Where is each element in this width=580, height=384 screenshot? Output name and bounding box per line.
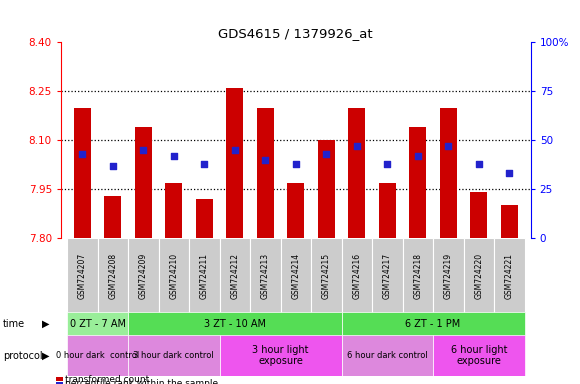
Bar <box>433 335 524 376</box>
Bar <box>463 238 494 313</box>
Bar <box>165 183 182 238</box>
Text: ▶: ▶ <box>42 351 49 361</box>
Text: 0 ZT - 7 AM: 0 ZT - 7 AM <box>70 319 125 329</box>
Text: ▶: ▶ <box>42 319 49 329</box>
Bar <box>311 238 342 313</box>
Point <box>169 153 179 159</box>
Point <box>352 143 361 149</box>
Point <box>230 147 240 153</box>
Bar <box>67 312 128 336</box>
Bar <box>257 108 274 238</box>
Text: GSM724218: GSM724218 <box>414 253 422 298</box>
Bar <box>135 127 151 238</box>
Point <box>383 161 392 167</box>
Point <box>139 147 148 153</box>
Bar <box>226 88 243 238</box>
Bar <box>342 335 433 376</box>
Text: GSM724217: GSM724217 <box>383 252 392 299</box>
Bar <box>403 238 433 313</box>
Bar <box>74 108 90 238</box>
Point <box>108 162 117 169</box>
Bar <box>196 199 213 238</box>
Text: 3 hour dark control: 3 hour dark control <box>133 351 214 360</box>
Point <box>413 153 422 159</box>
Text: GSM724212: GSM724212 <box>230 253 240 298</box>
Bar <box>440 108 456 238</box>
Text: GSM724215: GSM724215 <box>322 252 331 299</box>
Text: protocol: protocol <box>3 351 42 361</box>
Text: 6 hour light
exposure: 6 hour light exposure <box>451 344 507 366</box>
Point <box>78 151 87 157</box>
Text: GSM724208: GSM724208 <box>108 252 117 299</box>
Bar <box>409 127 426 238</box>
Bar <box>379 183 396 238</box>
Bar <box>189 238 220 313</box>
Bar <box>67 238 97 313</box>
Text: GSM724211: GSM724211 <box>200 253 209 298</box>
Point <box>444 143 453 149</box>
Bar <box>128 238 158 313</box>
Bar <box>220 335 342 376</box>
Bar <box>342 238 372 313</box>
Point <box>505 170 514 177</box>
Bar <box>494 238 524 313</box>
Point <box>322 151 331 157</box>
Point <box>260 157 270 163</box>
Text: GSM724209: GSM724209 <box>139 252 148 299</box>
Bar <box>433 238 463 313</box>
Text: GSM724216: GSM724216 <box>352 252 361 299</box>
Text: GSM724207: GSM724207 <box>78 252 87 299</box>
Bar <box>67 335 128 376</box>
Bar <box>220 238 250 313</box>
Bar <box>349 108 365 238</box>
Text: percentile rank within the sample: percentile rank within the sample <box>65 379 218 384</box>
Text: GSM724219: GSM724219 <box>444 252 453 299</box>
Point <box>474 161 484 167</box>
Text: GSM724221: GSM724221 <box>505 253 514 298</box>
Text: 6 hour dark control: 6 hour dark control <box>347 351 427 360</box>
Bar <box>342 312 524 336</box>
Bar <box>128 335 220 376</box>
Bar <box>104 196 121 238</box>
Text: transformed count: transformed count <box>65 374 149 384</box>
Text: GSM724210: GSM724210 <box>169 252 178 299</box>
Bar <box>372 238 403 313</box>
Point <box>291 161 300 167</box>
Text: 3 hour light
exposure: 3 hour light exposure <box>252 344 309 366</box>
Title: GDS4615 / 1379926_at: GDS4615 / 1379926_at <box>219 26 373 40</box>
Point <box>200 161 209 167</box>
Text: 3 ZT - 10 AM: 3 ZT - 10 AM <box>204 319 266 329</box>
Text: time: time <box>3 319 25 329</box>
Bar <box>281 238 311 313</box>
Text: GSM724220: GSM724220 <box>474 252 483 299</box>
Bar <box>318 140 335 238</box>
Bar <box>158 238 189 313</box>
Text: GSM724214: GSM724214 <box>291 252 300 299</box>
Bar <box>128 312 342 336</box>
Bar <box>470 192 487 238</box>
Bar <box>288 183 304 238</box>
Bar <box>97 238 128 313</box>
Text: GSM724213: GSM724213 <box>261 252 270 299</box>
Text: 6 ZT - 1 PM: 6 ZT - 1 PM <box>405 319 461 329</box>
Bar <box>501 205 518 238</box>
Text: 0 hour dark  control: 0 hour dark control <box>56 351 139 360</box>
Bar <box>250 238 281 313</box>
